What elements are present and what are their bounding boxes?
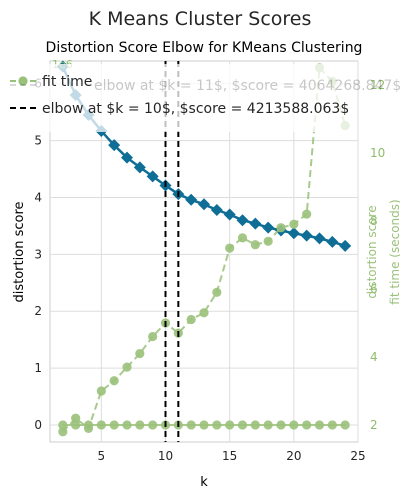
y-tick-label-left: 3 — [34, 247, 42, 261]
data-point — [199, 308, 209, 318]
y-tick-label-right: 4 — [370, 350, 378, 364]
data-point — [133, 161, 146, 174]
y-axis-label-right: distortion score — [365, 205, 379, 298]
data-point — [250, 420, 260, 430]
legend-box — [4, 64, 353, 132]
x-tick-label: 20 — [286, 449, 301, 463]
data-point — [199, 420, 209, 430]
data-point — [210, 203, 223, 216]
data-point — [96, 420, 106, 430]
data-point — [340, 420, 350, 430]
legend-label: elbow at $k = 11$, $score = 4064268.847$ — [94, 78, 400, 94]
data-point — [313, 232, 326, 245]
right-axis-ticks: 2 4 6 8 10 12 — [370, 78, 385, 432]
data-point — [250, 240, 260, 250]
y-tick-label-left: 5 — [34, 134, 42, 148]
data-point — [225, 243, 235, 253]
data-point — [186, 314, 196, 325]
data-point — [287, 227, 300, 240]
series-line — [62, 65, 347, 433]
data-point — [314, 420, 325, 430]
data-point — [236, 214, 249, 227]
data-point — [71, 413, 81, 423]
chart-title: Distortion Score Elbow for KMeans Cluste… — [46, 40, 363, 56]
data-point — [135, 420, 145, 430]
data-point — [83, 423, 94, 433]
x-axis-ticks: 5 10 15 20 25 — [98, 449, 366, 463]
series-1 — [58, 420, 350, 430]
legend-item-0: fit time — [10, 74, 92, 90]
data-point — [300, 229, 313, 242]
data-point — [109, 376, 119, 386]
legend-marker — [18, 76, 28, 86]
legend-item-1: elbow at $k = 11$, $score = 4064268.847$ — [10, 78, 400, 94]
data-point — [148, 420, 158, 430]
y-tick-label-left: 1 — [34, 361, 42, 375]
figure-title: K Means Cluster Scores — [89, 8, 312, 30]
data-point — [339, 239, 352, 252]
data-point — [289, 219, 299, 229]
data-point — [122, 420, 132, 430]
data-point — [148, 331, 158, 342]
data-point — [302, 420, 312, 430]
y-axis-label-left: distortion score — [12, 202, 27, 303]
data-point — [249, 217, 262, 230]
data-point — [71, 420, 81, 430]
data-point — [326, 235, 339, 248]
data-point — [263, 236, 273, 246]
y-tick-label-right: 6 — [370, 282, 378, 296]
data-point — [327, 420, 337, 430]
data-point — [237, 233, 248, 243]
data-point — [302, 209, 312, 219]
data-point — [108, 139, 121, 152]
data-point — [146, 170, 159, 183]
x-tick-label: 25 — [350, 449, 365, 463]
data-point — [198, 198, 210, 211]
x-tick-label: 15 — [222, 449, 237, 463]
y-tick-label-right: 12 — [370, 78, 385, 92]
data-point — [262, 221, 275, 234]
data-point — [122, 362, 132, 372]
y-tick-label-left: 4 — [34, 190, 42, 204]
legend-label: fit time — [42, 74, 92, 90]
data-point — [263, 420, 273, 430]
data-point — [223, 208, 236, 221]
data-point — [185, 193, 198, 206]
x-tick-label: 5 — [98, 449, 106, 463]
data-point — [121, 151, 133, 164]
data-point — [58, 427, 68, 437]
y-tick-label-right: 8 — [370, 214, 378, 228]
legend: fit time elbow at $k = 11$, $score = 4064… — [4, 64, 400, 132]
y-tick-label-right: 2 — [370, 418, 378, 432]
data-point — [212, 287, 222, 297]
legend-item-2: elbow at $k = 10$, $score = 4213588.063$ — [10, 101, 349, 117]
data-point — [96, 386, 106, 396]
x-axis-label: k — [200, 475, 208, 490]
data-point — [212, 420, 222, 430]
y-tick-label-left: 2 — [34, 304, 42, 318]
data-point — [276, 420, 286, 430]
data-point — [237, 420, 248, 430]
x-tick-label: 10 — [158, 449, 173, 463]
data-point — [135, 348, 145, 359]
data-point — [276, 223, 286, 233]
data-point — [186, 420, 196, 430]
y-tick-label-right: 10 — [370, 146, 385, 160]
data-point — [289, 420, 299, 430]
data-point — [58, 420, 68, 430]
y-axis-label-right-secondary: fit time (seconds) — [388, 199, 400, 304]
data-point — [109, 420, 119, 430]
data-point — [225, 420, 235, 430]
legend-label: elbow at $k = 10$, $score = 4213588.063$ — [42, 101, 349, 117]
y-tick-label-left: 0 — [34, 418, 42, 432]
